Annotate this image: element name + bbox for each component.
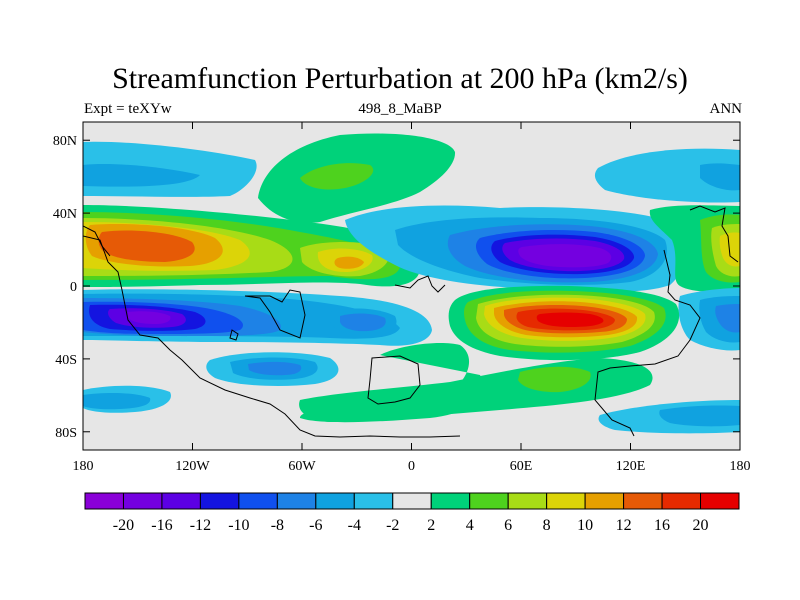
x-tick-label: 0 — [408, 459, 415, 474]
coast-south-america — [244, 289, 306, 339]
contour-sw-cyan-2 — [83, 393, 151, 410]
colorbar-swatch — [430, 492, 471, 510]
colorbar-swatch — [353, 492, 394, 510]
season-label: ANN — [709, 101, 743, 117]
colorbar-label: 4 — [466, 517, 474, 534]
contour-w-high-core — [98, 230, 195, 262]
x-tick-label: 60W — [288, 459, 316, 474]
contour-north-cyan-east — [594, 148, 740, 203]
y-axis: 80N 40N 0 40S 80S — [53, 134, 740, 441]
colorbar-label: -4 — [348, 517, 361, 534]
y-tick-label: 40S — [55, 353, 77, 368]
plot-title: Streamfunction Perturbation at 200 hPa (… — [112, 62, 688, 95]
period-label: 498_8_MaBP — [358, 101, 442, 117]
contour-sw-low-7 — [128, 311, 171, 324]
colorbar-label: -2 — [386, 517, 399, 534]
contour-se-cyan-2 — [659, 405, 740, 427]
colorbar-label: -20 — [113, 517, 134, 534]
colorbar-label: -16 — [151, 517, 172, 534]
contour-north-green-inner — [300, 163, 374, 190]
colorbar-swatch — [161, 492, 201, 510]
colorbar-swatch — [507, 492, 548, 510]
contour-north-cyan-east-2 — [700, 163, 740, 191]
colorbar-swatch — [84, 492, 124, 510]
colorbar-swatch — [584, 492, 625, 510]
colorbar-swatch — [199, 492, 240, 510]
coastlines — [83, 205, 739, 438]
colorbar-label: -12 — [190, 517, 211, 534]
colorbar-swatch — [469, 492, 509, 510]
y-tick-label: 80N — [53, 134, 77, 149]
colorbar-label: 2 — [427, 517, 435, 534]
colorbar-label: 16 — [654, 517, 670, 534]
colorbar-swatch — [276, 492, 317, 510]
colorbar-label: -6 — [309, 517, 322, 534]
colorbar-swatch — [661, 492, 702, 510]
y-tick-label: 80S — [55, 426, 77, 441]
colorbar: -20 -16 -12 -10 -8 -6 -4 -2 2 4 6 8 10 12 16 20 — [84, 492, 740, 534]
contour-e-low-7 — [518, 244, 612, 268]
colorbar-label: -8 — [271, 517, 284, 534]
x-tick-label: 60E — [510, 459, 533, 474]
colorbar-swatch — [238, 492, 278, 510]
colorbar-swatch — [392, 492, 432, 510]
colorbar-label: 12 — [616, 517, 632, 534]
coast-pacific-island — [229, 329, 239, 341]
coast-americas — [83, 235, 461, 438]
x-tick-label: 180 — [73, 459, 94, 474]
x-tick-label: 180 — [730, 459, 751, 474]
colorbar-swatch — [546, 492, 586, 510]
colorbar-label: 20 — [693, 517, 709, 534]
colorbar-label: 6 — [504, 517, 512, 534]
contour-atl-high-core — [334, 256, 364, 269]
contour-s-high-core — [536, 312, 604, 327]
colorbar-label: 10 — [577, 517, 593, 534]
colorbar-label: 8 — [543, 517, 551, 534]
colorbar-swatch — [122, 492, 163, 510]
contour-s-lime-blob — [518, 366, 591, 393]
colorbar-label: -10 — [228, 517, 249, 534]
coast-east-asia — [689, 205, 739, 263]
contour-se-low-3 — [715, 304, 740, 333]
colorbar-swatch — [315, 492, 355, 510]
y-tick-label: 0 — [70, 280, 77, 295]
x-tick-label: 120W — [175, 459, 210, 474]
x-axis: 180 120W 60W 0 60E 120E 180 — [73, 122, 751, 474]
coast-africa-south — [367, 355, 421, 405]
contour-s-low-3 — [248, 361, 302, 376]
colorbar-swatch — [700, 492, 740, 510]
coast-north-africa — [394, 275, 446, 293]
colorbar-swatch — [623, 492, 663, 510]
y-tick-label: 40N — [53, 207, 77, 222]
x-tick-label: 120E — [616, 459, 646, 474]
contour-north-cyan-west-2 — [83, 164, 200, 187]
coast-west-edge — [83, 225, 111, 257]
coast-asia — [594, 249, 701, 437]
experiment-label: Expt = teXYw — [84, 101, 172, 117]
contour-atl-low-2 — [340, 313, 386, 332]
